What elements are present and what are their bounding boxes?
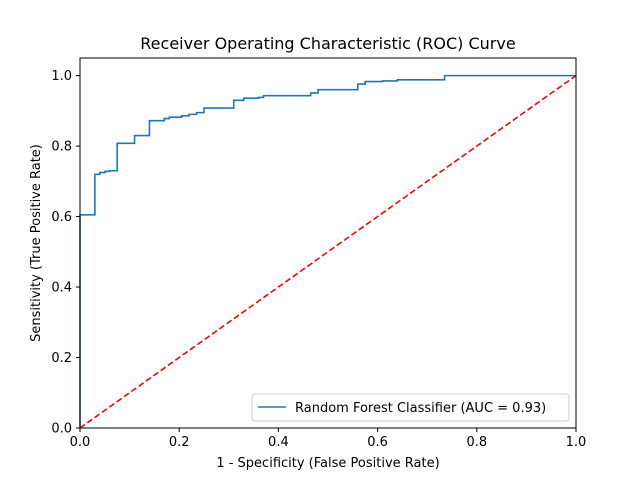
x-tick-label: 0.2 bbox=[169, 435, 190, 450]
x-tick-label: 0.0 bbox=[70, 435, 91, 450]
x-tick-label: 0.4 bbox=[268, 435, 289, 450]
x-axis-ticks: 0.0 0.2 0.4 0.6 0.8 1.0 bbox=[70, 428, 587, 450]
y-tick-label: 0.6 bbox=[51, 210, 72, 225]
legend: Random Forest Classifier (AUC = 0.93) bbox=[251, 393, 570, 422]
x-tick-label: 0.6 bbox=[367, 435, 388, 450]
y-tick-label: 0.0 bbox=[51, 422, 72, 437]
y-axis-ticks: 0.0 0.2 0.4 0.6 0.8 1.0 bbox=[51, 69, 80, 437]
axes-frame bbox=[79, 57, 577, 429]
y-tick-label: 1.0 bbox=[51, 69, 72, 84]
x-tick-label: 1.0 bbox=[566, 435, 587, 450]
legend-box bbox=[251, 393, 570, 422]
random-chance-line bbox=[79, 74, 577, 429]
chart-title: Receiver Operating Characteristic (ROC) … bbox=[140, 34, 515, 53]
y-axis-label: Sensitivity (True Positive Rate) bbox=[29, 144, 44, 342]
series-layer bbox=[79, 74, 577, 429]
y-tick-label: 0.8 bbox=[51, 140, 72, 155]
legend-entry-label: Random Forest Classifier (AUC = 0.93) bbox=[295, 401, 546, 416]
x-axis-label: 1 - Specificity (False Positive Rate) bbox=[216, 456, 439, 471]
roc-curve-line bbox=[79, 74, 576, 428]
y-tick-label: 0.2 bbox=[51, 351, 72, 366]
x-tick-label: 0.8 bbox=[466, 435, 487, 450]
y-tick-label: 0.4 bbox=[51, 281, 72, 296]
